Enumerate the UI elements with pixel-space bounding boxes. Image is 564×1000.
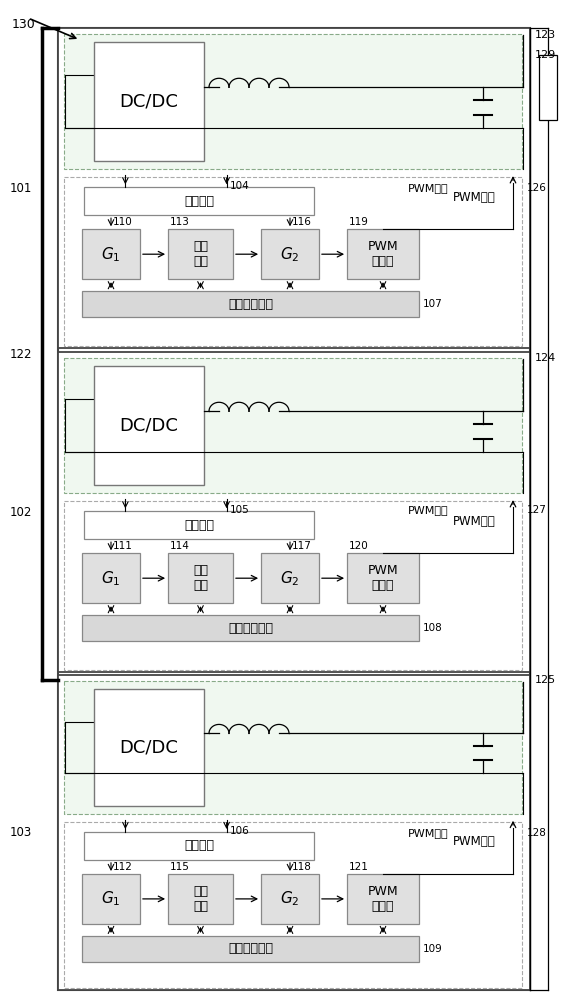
Text: $G_2$: $G_2$ [280, 890, 299, 908]
Text: 119: 119 [349, 217, 369, 227]
Text: PWM信号: PWM信号 [453, 515, 496, 528]
Text: DC/DC: DC/DC [120, 417, 178, 435]
Text: 127: 127 [527, 505, 547, 515]
Bar [82, 874, 140, 924]
Text: 限幅
单元: 限幅 单元 [193, 564, 208, 592]
Text: 采样模块: 采样模块 [184, 519, 214, 532]
Bar [82, 936, 419, 962]
Bar [347, 229, 419, 279]
Bar [168, 874, 233, 924]
Bar [168, 553, 233, 603]
Text: 采样模块: 采样模块 [184, 195, 214, 208]
Bar [539, 55, 557, 120]
Bar [94, 689, 204, 806]
Bar [82, 553, 140, 603]
Text: $G_1$: $G_1$ [101, 890, 121, 908]
Bar [64, 822, 522, 988]
Text: 130: 130 [12, 18, 36, 31]
Bar [82, 229, 140, 279]
Text: 104: 104 [230, 181, 249, 191]
Text: 126: 126 [527, 183, 547, 193]
Bar [84, 832, 314, 860]
Text: 113: 113 [170, 217, 190, 227]
Text: 115: 115 [170, 862, 190, 872]
Bar [64, 681, 522, 814]
Text: $G_1$: $G_1$ [101, 245, 121, 264]
Text: 102: 102 [10, 506, 32, 518]
Text: $G_1$: $G_1$ [101, 569, 121, 588]
Text: 107: 107 [423, 299, 443, 309]
Bar [261, 553, 319, 603]
Text: 118: 118 [292, 862, 312, 872]
Bar [347, 553, 419, 603]
Text: 122: 122 [10, 348, 33, 360]
Text: 111: 111 [113, 541, 133, 551]
Bar [84, 511, 314, 539]
Text: 同步信号模块: 同步信号模块 [228, 298, 273, 311]
Text: PWM
发生器: PWM 发生器 [368, 885, 398, 913]
Bar [94, 366, 204, 485]
Text: 同步信号模块: 同步信号模块 [228, 942, 273, 955]
Text: DC/DC: DC/DC [120, 93, 178, 111]
Text: 114: 114 [170, 541, 190, 551]
Text: 101: 101 [10, 182, 32, 194]
Text: PWM信号: PWM信号 [408, 828, 448, 838]
Text: 同步信号模块: 同步信号模块 [228, 622, 273, 635]
Bar [347, 874, 419, 924]
Text: 采样模块: 采样模块 [184, 839, 214, 852]
Bar [94, 42, 204, 161]
Text: PWM信号: PWM信号 [453, 835, 496, 848]
Bar [64, 358, 522, 493]
Text: 116: 116 [292, 217, 312, 227]
Text: 123: 123 [535, 30, 556, 40]
Text: 103: 103 [10, 826, 32, 840]
Bar [58, 28, 530, 990]
Text: 124: 124 [535, 353, 556, 363]
Text: 117: 117 [292, 541, 312, 551]
Bar [84, 187, 314, 215]
Bar [261, 874, 319, 924]
Text: 110: 110 [113, 217, 133, 227]
Bar [58, 28, 530, 348]
Bar [64, 501, 522, 670]
Text: 106: 106 [230, 826, 249, 836]
Bar [168, 229, 233, 279]
Bar [64, 177, 522, 346]
Text: PWM信号: PWM信号 [453, 191, 496, 204]
Bar [261, 229, 319, 279]
Text: PWM信号: PWM信号 [408, 505, 448, 515]
Text: 限幅
单元: 限幅 单元 [193, 885, 208, 913]
Text: 109: 109 [423, 944, 443, 954]
Text: 限幅
单元: 限幅 单元 [193, 240, 208, 268]
Text: 108: 108 [423, 623, 443, 633]
Text: 112: 112 [113, 862, 133, 872]
Text: 129: 129 [535, 50, 556, 60]
Bar [64, 34, 522, 169]
Text: 105: 105 [230, 505, 249, 515]
Bar [58, 675, 530, 990]
Text: PWM
发生器: PWM 发生器 [368, 240, 398, 268]
Text: 121: 121 [349, 862, 369, 872]
Text: DC/DC: DC/DC [120, 738, 178, 756]
Text: $G_2$: $G_2$ [280, 569, 299, 588]
Text: PWM信号: PWM信号 [408, 183, 448, 193]
Bar [82, 291, 419, 317]
Text: 125: 125 [535, 675, 556, 685]
Text: 128: 128 [527, 828, 547, 838]
Text: PWM
发生器: PWM 发生器 [368, 564, 398, 592]
Bar [82, 615, 419, 641]
Text: 120: 120 [349, 541, 369, 551]
Bar [58, 352, 530, 672]
Text: $G_2$: $G_2$ [280, 245, 299, 264]
